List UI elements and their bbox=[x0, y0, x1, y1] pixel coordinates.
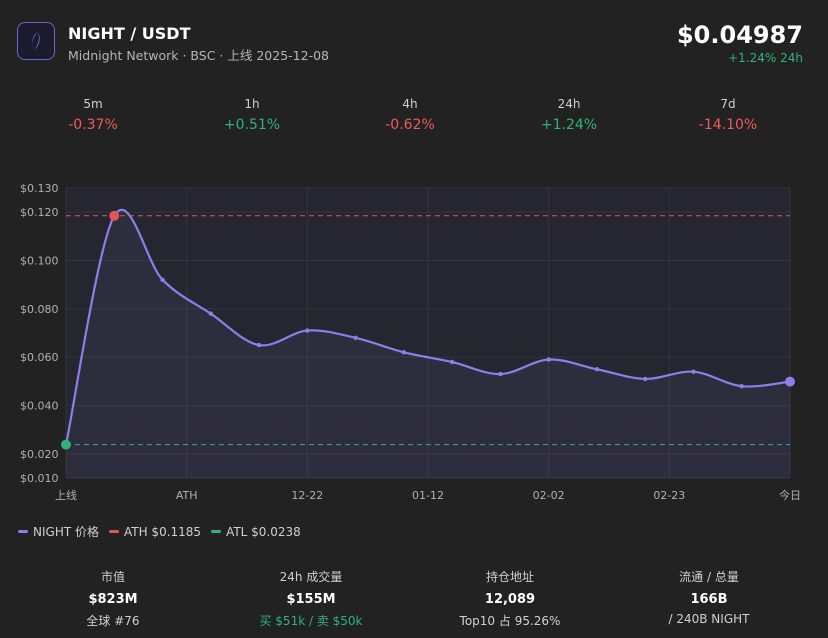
price-point bbox=[594, 367, 600, 372]
price-point bbox=[353, 335, 358, 341]
x-tick-label: 01-12 bbox=[412, 489, 444, 502]
price-area bbox=[66, 209, 790, 478]
timeframe-value: +1.24% bbox=[540, 117, 598, 133]
timeframe-5m: 5m -0.37% bbox=[33, 97, 153, 133]
x-tick-label: 02-02 bbox=[533, 489, 565, 502]
timeframe-label: 7d bbox=[720, 97, 736, 111]
price-point bbox=[305, 328, 310, 333]
stat-supply: 流通 / 总量 166B / 240B NIGHT bbox=[629, 568, 789, 626]
stat-sub: Top10 占 95.26% bbox=[459, 614, 561, 628]
legend-item-atl: ATL $0.0238 bbox=[211, 525, 301, 539]
y-tick-label: $0.020 bbox=[20, 448, 59, 461]
price-chart: $0.130 $0.120 $0.100 $0.080 $0.060 $0.040 $0.0… bbox=[20, 182, 801, 502]
token-logo bbox=[17, 22, 55, 60]
price-point bbox=[256, 342, 262, 348]
timeframe-value: -0.37% bbox=[68, 117, 118, 133]
timeframe-4h: 4h -0.62% bbox=[350, 97, 470, 133]
timeframe-label: 1h bbox=[244, 97, 260, 111]
x-tick-label: ATH bbox=[176, 489, 198, 502]
atl-marker bbox=[61, 439, 71, 450]
x-tick-label: 上线 bbox=[55, 488, 77, 502]
timeframe-label: 5m bbox=[83, 97, 103, 111]
current-price: $0.04987 bbox=[676, 21, 803, 49]
price-change-24h: +1.24% 24h bbox=[728, 51, 803, 65]
timeframe-value: +0.51% bbox=[223, 117, 281, 133]
x-tick-label: 12-22 bbox=[291, 489, 323, 502]
stat-sub: 买 $51k / 卖 $50k bbox=[259, 614, 363, 628]
pair-subtitle: Midnight Network · BSC · 上线 2025-12-08 bbox=[68, 48, 329, 63]
y-tick-label: $0.100 bbox=[20, 255, 59, 268]
y-tick-label: $0.130 bbox=[20, 182, 59, 195]
stat-value: $155M bbox=[286, 592, 336, 607]
current-price-marker bbox=[785, 376, 795, 387]
y-tick-label: $0.010 bbox=[20, 472, 59, 485]
x-tick-label: 02-23 bbox=[653, 489, 685, 502]
y-tick-label: $0.060 bbox=[20, 351, 59, 364]
price-point bbox=[401, 350, 407, 355]
price-point bbox=[160, 277, 165, 283]
stat-sub: 全球 #76 bbox=[86, 614, 140, 628]
legend-swatch bbox=[108, 530, 119, 533]
timeframe-value: -14.10% bbox=[698, 117, 758, 133]
price-point bbox=[449, 359, 455, 365]
legend-label: NIGHT 价格 bbox=[33, 525, 99, 539]
legend-swatch bbox=[211, 530, 222, 533]
price-point bbox=[546, 357, 551, 362]
stat-title: 流通 / 总量 bbox=[679, 570, 739, 584]
timeframe-value: -0.62% bbox=[385, 117, 435, 133]
y-tick-label: $0.080 bbox=[20, 303, 59, 316]
price-point bbox=[498, 371, 503, 377]
x-tick-label: 今日 bbox=[779, 488, 801, 502]
y-tick-label: $0.040 bbox=[20, 400, 59, 413]
price-point bbox=[739, 383, 744, 389]
stat-holders: 持仓地址 12,089 Top10 占 95.26% bbox=[430, 568, 590, 629]
stat-volume: 24h 成交量 $155M 买 $51k / 卖 $50k bbox=[231, 568, 391, 629]
legend-item-price: NIGHT 价格 bbox=[18, 523, 99, 540]
moon-leaf-icon bbox=[32, 32, 40, 50]
price-point bbox=[691, 369, 696, 374]
stat-value: 12,089 bbox=[484, 592, 536, 607]
stat-title: 市值 bbox=[100, 570, 125, 584]
stat-value: 166B bbox=[690, 592, 728, 607]
legend-label: ATL $0.0238 bbox=[226, 524, 301, 539]
stat-value: $823M bbox=[88, 592, 138, 607]
timeframe-1h: 1h +0.51% bbox=[192, 97, 312, 133]
legend-item-ath: ATH $0.1185 bbox=[108, 524, 202, 539]
stat-sub: / 240B NIGHT bbox=[668, 612, 750, 626]
timeframe-label: 4h bbox=[402, 97, 418, 111]
price-point bbox=[643, 376, 648, 382]
stat-market-cap: 市值 $823M 全球 #76 bbox=[33, 568, 193, 629]
y-tick-label: $0.120 bbox=[20, 206, 59, 219]
legend-swatch bbox=[18, 530, 28, 533]
timeframe-24h: 24h +1.24% bbox=[509, 97, 629, 133]
chart-legend: NIGHT 价格 ATH $0.1185 ATL $0.0238 bbox=[18, 523, 311, 540]
stat-title: 持仓地址 bbox=[485, 570, 534, 584]
price-point bbox=[208, 311, 213, 316]
ath-marker bbox=[109, 210, 120, 221]
stat-title: 24h 成交量 bbox=[279, 570, 343, 584]
timeframe-label: 24h bbox=[557, 97, 581, 111]
legend-label: ATH $0.1185 bbox=[123, 524, 202, 539]
pair-title: NIGHT / USDT bbox=[68, 24, 191, 43]
timeframe-7d: 7d -14.10% bbox=[668, 97, 788, 133]
